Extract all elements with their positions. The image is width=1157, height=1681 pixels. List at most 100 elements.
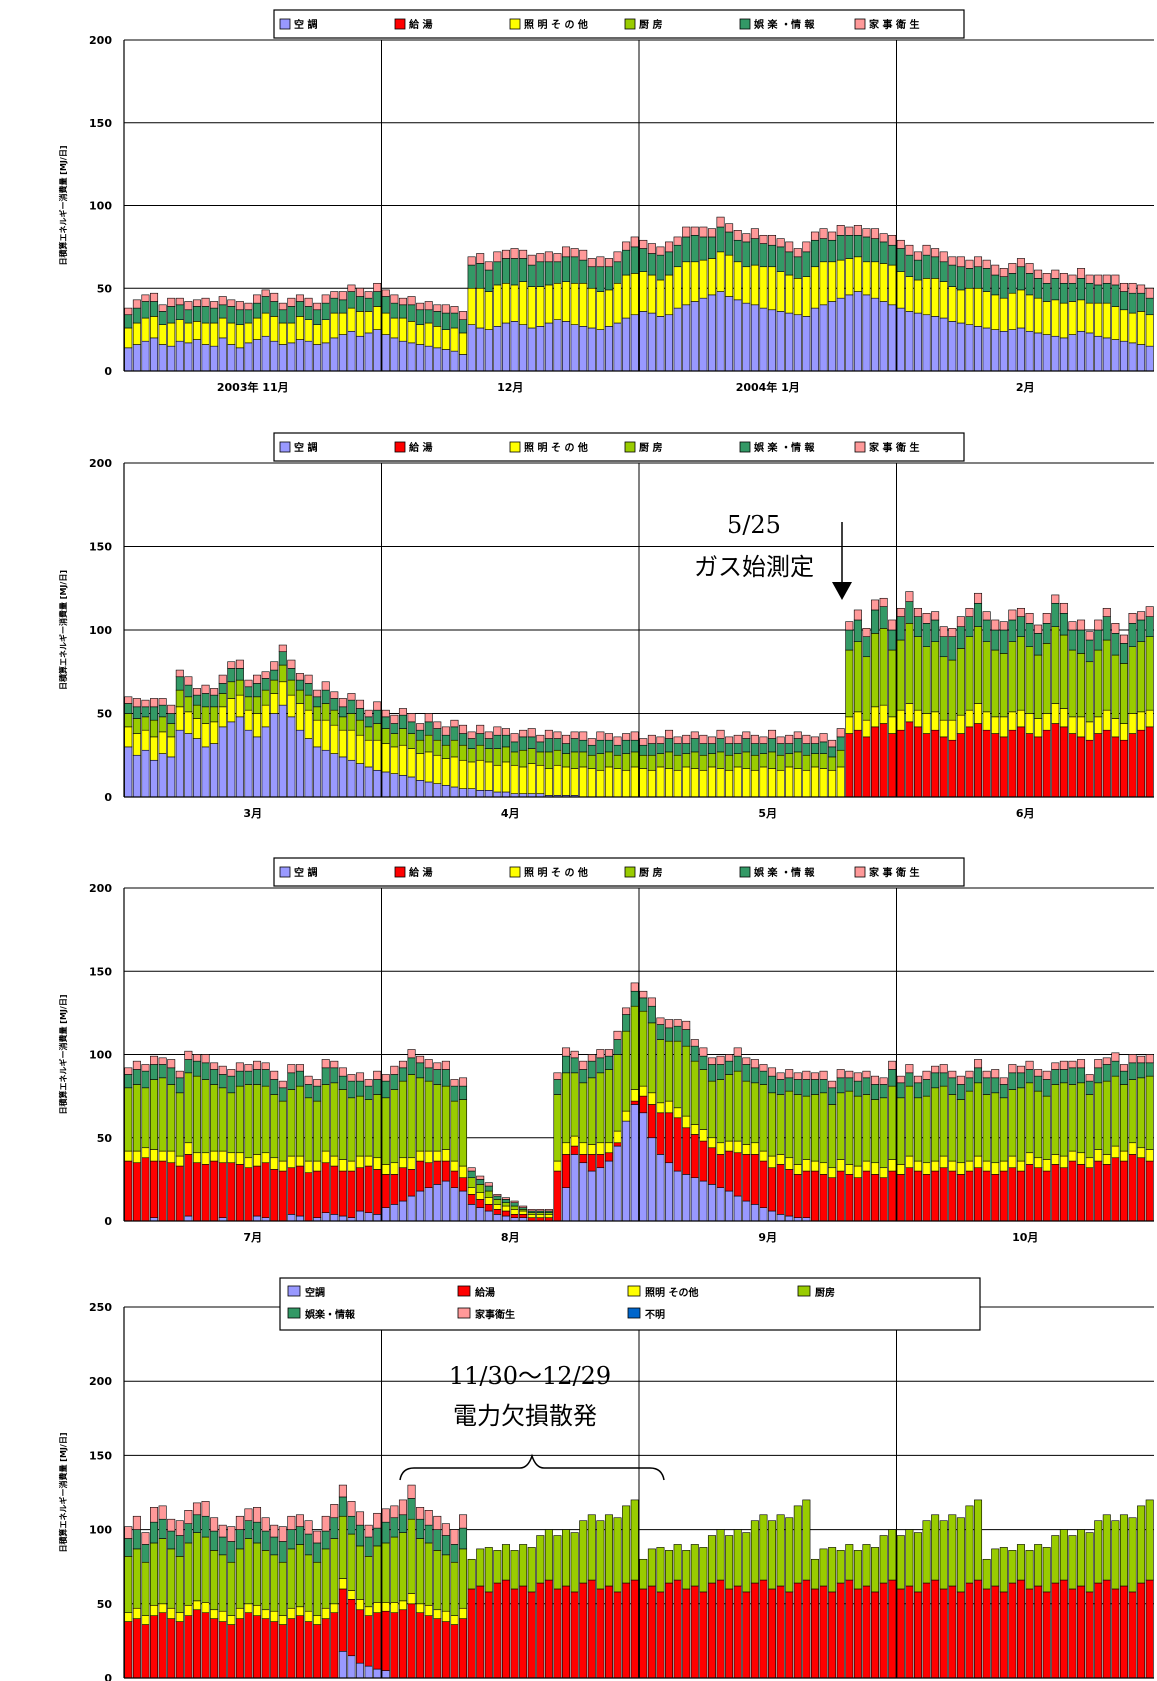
bar-segment xyxy=(287,1167,296,1215)
bar-segment xyxy=(253,1542,262,1606)
bar-segment xyxy=(416,1507,425,1520)
bar-segment xyxy=(124,1612,133,1622)
bar-segment xyxy=(1085,1591,1094,1679)
bar-segment xyxy=(613,251,622,263)
bar-segment xyxy=(999,297,1008,332)
bar-segment xyxy=(699,769,708,798)
bar-segment xyxy=(587,754,596,769)
bar-segment xyxy=(596,1154,605,1169)
bar-segment xyxy=(364,709,373,718)
bar-segment xyxy=(647,769,656,798)
legend-label: 家 事 衛 生 xyxy=(869,866,919,879)
bar-segment xyxy=(553,253,562,263)
y-tick-label: 150 xyxy=(89,1449,112,1462)
bar-segment xyxy=(381,771,390,798)
legend-label: 空調 xyxy=(305,1286,325,1299)
bar-segment xyxy=(407,748,416,778)
bar-segment xyxy=(519,281,528,325)
bar-segment xyxy=(802,1579,811,1679)
bar-segment xyxy=(690,1045,699,1062)
bar-segment xyxy=(356,1167,365,1212)
bar-segment xyxy=(956,289,965,324)
bar-segment xyxy=(441,1554,450,1612)
bar-segment xyxy=(879,233,888,243)
bar-segment xyxy=(604,1055,613,1070)
bar-segment xyxy=(373,1214,382,1222)
bar-segment xyxy=(536,1209,545,1212)
bar-segment xyxy=(227,1162,236,1222)
bar-segment xyxy=(862,1170,871,1222)
bar-segment xyxy=(158,753,167,798)
bar-segment xyxy=(819,228,828,239)
bar-segment xyxy=(1051,1062,1060,1070)
bar-segment xyxy=(1102,1514,1111,1581)
bar-segment xyxy=(665,314,674,372)
bar-segment xyxy=(433,754,442,784)
bar-segment xyxy=(982,1170,991,1222)
legend-label: 不明 xyxy=(645,1309,665,1321)
bar-segment xyxy=(1128,1054,1137,1064)
bar-segment xyxy=(201,723,210,748)
bar-segment xyxy=(218,693,227,708)
bar-segment xyxy=(381,1602,390,1612)
bar-segment xyxy=(836,234,845,261)
bar-segment xyxy=(536,751,545,766)
bar-segment xyxy=(124,1067,133,1075)
bar-segment xyxy=(321,689,330,704)
bar-segment xyxy=(562,1529,571,1587)
bar-segment xyxy=(707,1057,716,1065)
bar-segment xyxy=(484,1197,493,1205)
legend-swatch xyxy=(797,1285,811,1297)
bar-segment xyxy=(810,266,819,309)
bar-segment xyxy=(656,743,665,754)
bar-segment xyxy=(381,1164,390,1175)
bar-segment xyxy=(313,1100,322,1162)
bar-segment xyxy=(776,754,785,771)
bar-segment xyxy=(896,607,905,617)
bar-segment xyxy=(192,1600,201,1611)
bar-segment xyxy=(1094,716,1103,734)
bar-segment xyxy=(845,1077,854,1092)
bar-segment xyxy=(210,721,219,744)
bar-segment xyxy=(622,733,631,741)
bar-segment xyxy=(905,244,914,256)
bar-segment xyxy=(158,304,167,312)
bar-segment xyxy=(124,1556,133,1614)
bar-segment xyxy=(373,701,382,711)
bar-segment xyxy=(304,1520,313,1535)
bar-segment xyxy=(759,743,768,754)
bar-segment xyxy=(716,226,725,253)
bar-segment xyxy=(527,736,536,749)
bar-segment xyxy=(982,641,991,713)
bar-segment xyxy=(1042,334,1051,372)
bar-segment xyxy=(579,739,588,753)
bar-segment xyxy=(201,684,210,694)
bar-segment xyxy=(982,711,991,731)
bar-segment xyxy=(270,292,279,302)
bar-segment xyxy=(278,309,287,324)
bar-segment xyxy=(862,1070,871,1079)
bar-segment xyxy=(287,342,296,372)
bar-segment xyxy=(261,1609,270,1619)
bar-segment xyxy=(742,751,751,769)
bar-segment xyxy=(853,1588,862,1679)
bar-segment xyxy=(553,282,562,320)
bar-segment xyxy=(407,733,416,749)
bar-segment xyxy=(1077,1082,1086,1154)
bar-segment xyxy=(690,1134,699,1179)
bar-segment xyxy=(235,1062,244,1072)
bar-segment xyxy=(1059,602,1068,614)
bar-segment xyxy=(347,1080,356,1099)
bar-segment xyxy=(313,696,322,708)
x-month-label: 2003年 11月 xyxy=(217,380,289,394)
bar-segment xyxy=(1068,1084,1077,1152)
bar-segment xyxy=(184,1050,193,1060)
y-tick-label: 200 xyxy=(89,34,112,47)
bar-segment xyxy=(939,1167,948,1222)
bar-segment xyxy=(853,1072,862,1082)
bar-segment xyxy=(321,703,330,721)
bar-segment xyxy=(690,261,699,302)
bar-segment xyxy=(1042,273,1051,284)
bar-segment xyxy=(974,703,983,724)
bar-segment xyxy=(750,734,759,744)
